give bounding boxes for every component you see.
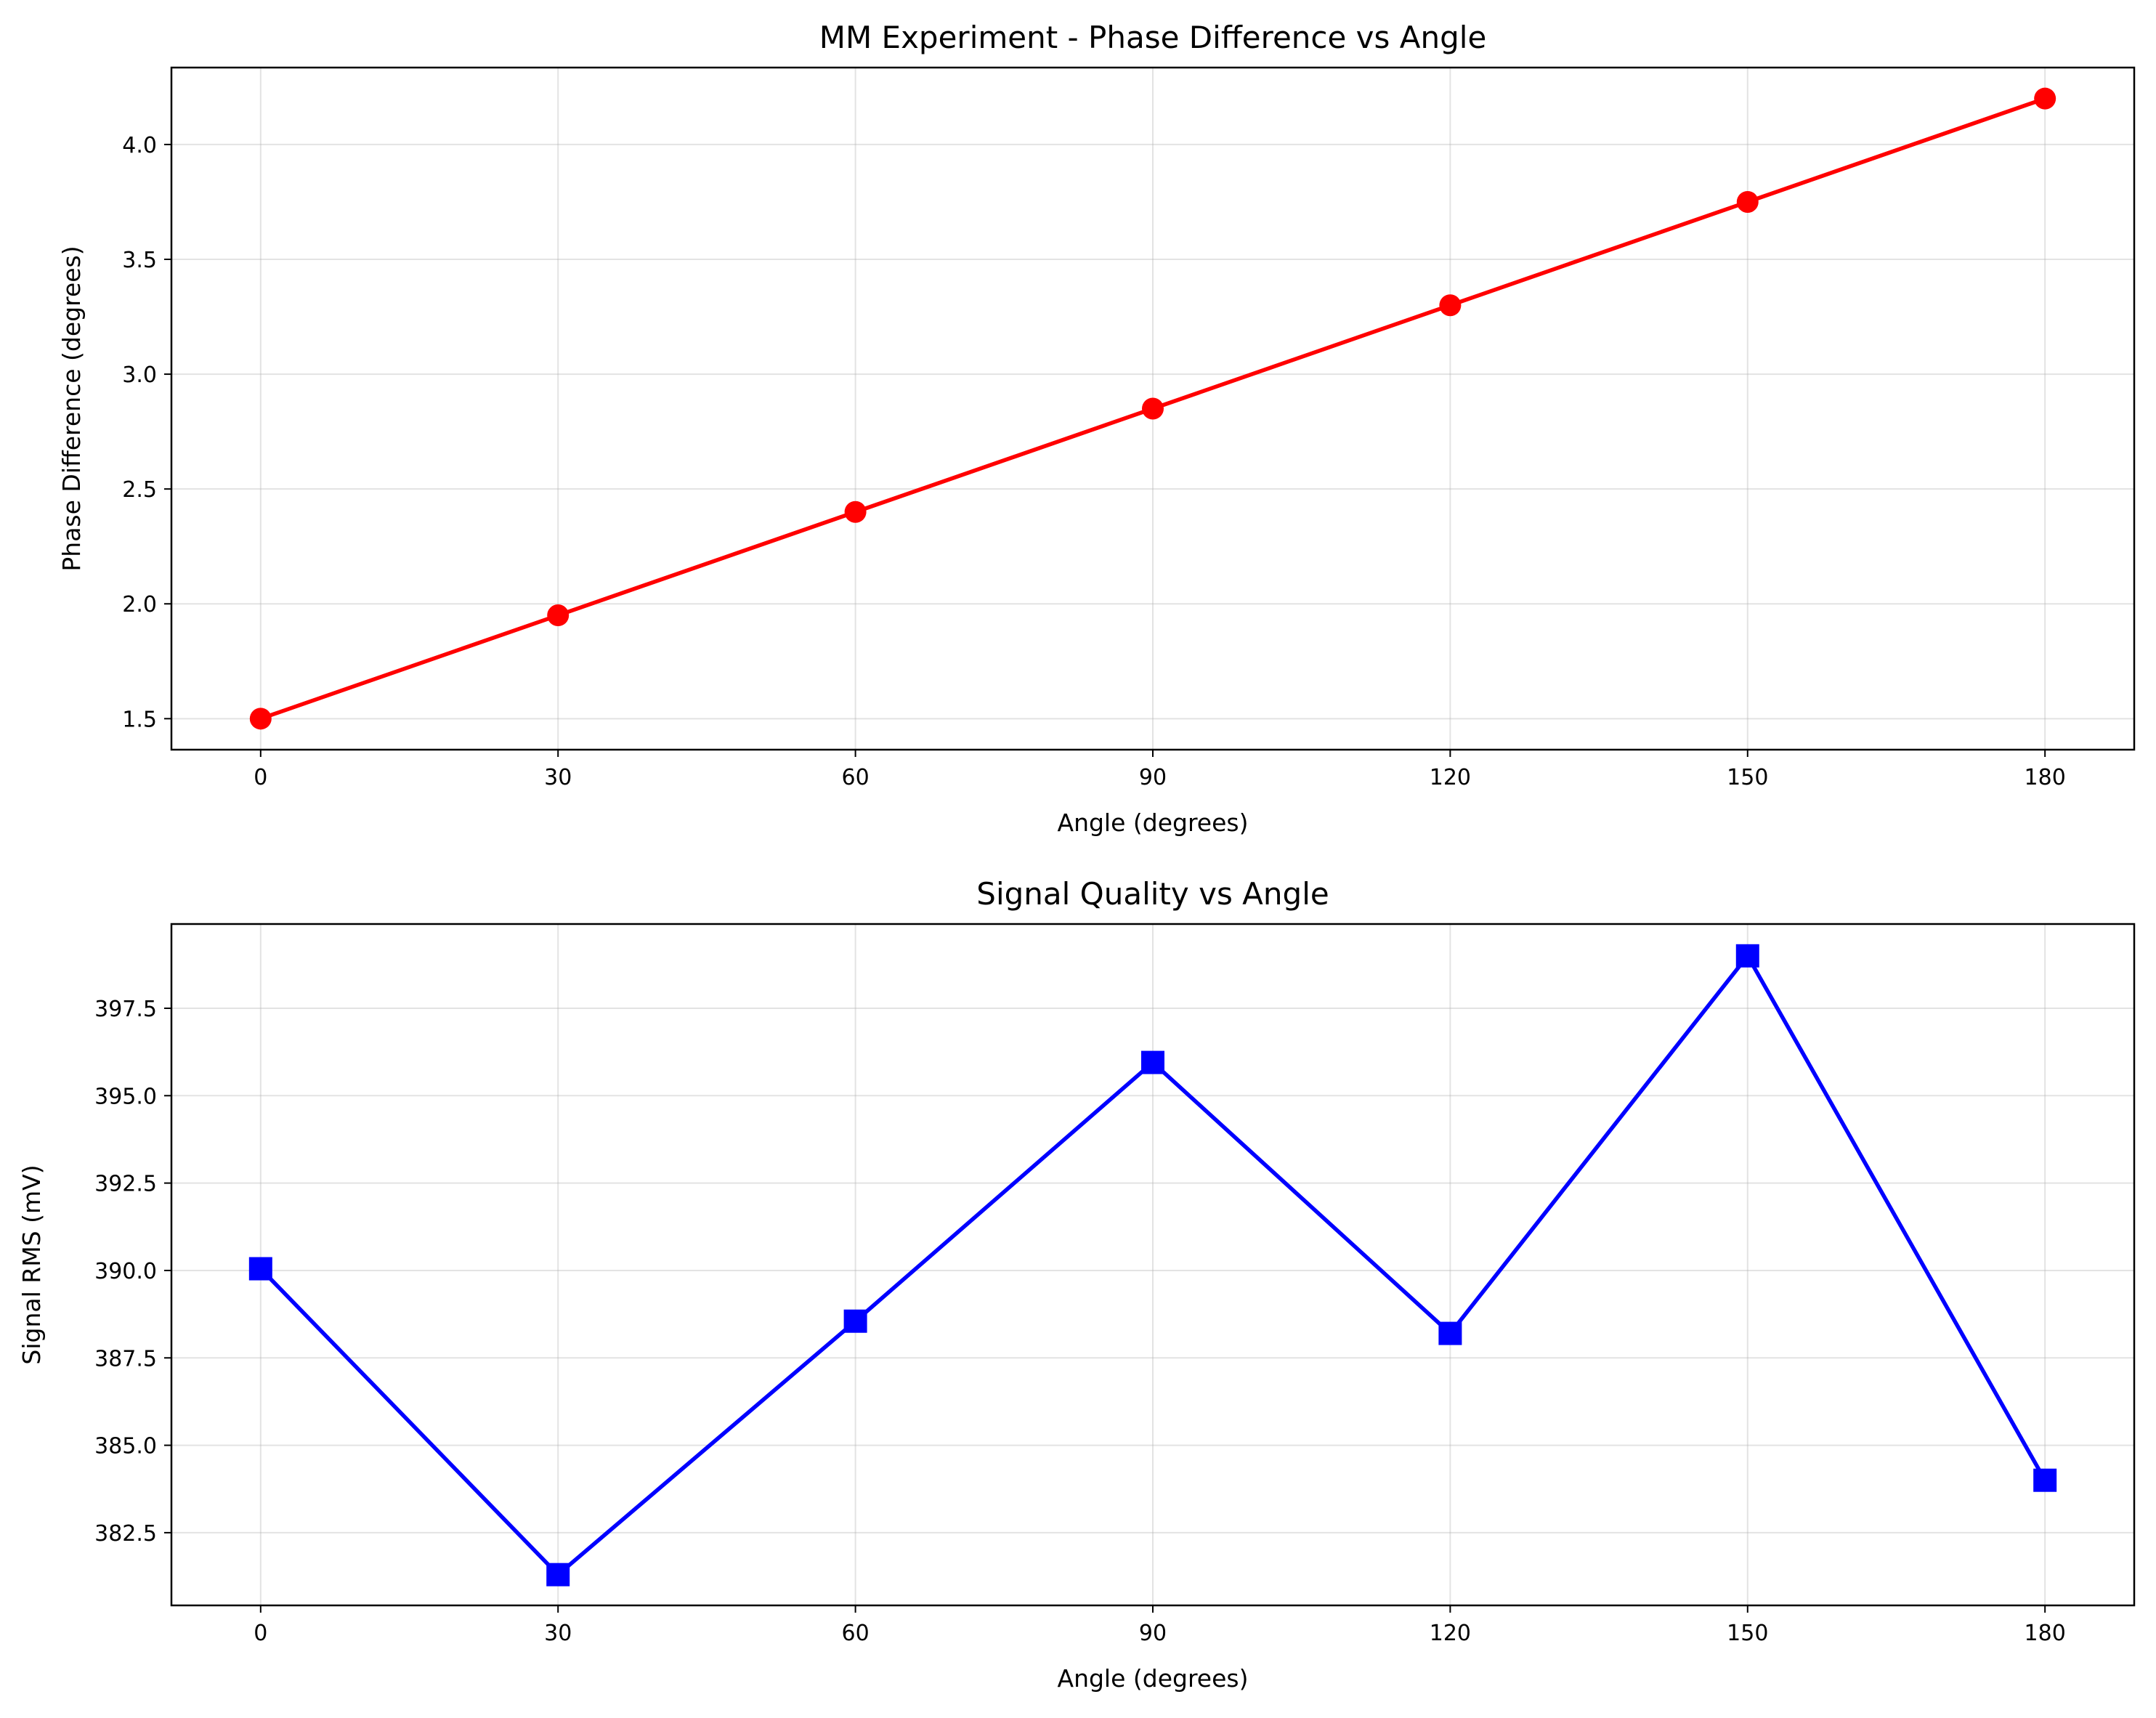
chart-title: Signal Quality vs Angle (976, 876, 1329, 912)
x-axis-label: Angle (degrees) (1058, 1664, 1249, 1693)
phase-difference-chart: 0 30 60 90 120 150 180 1.5 2.0 2.5 3.0 3.5 4.0 MM E… (57, 20, 2136, 837)
y-tick-label: 1.5 (122, 707, 157, 732)
x-tick-label: 90 (1139, 765, 1167, 790)
chart-title: MM Experiment - Phase Difference vs Angl… (819, 20, 1487, 55)
y-tick-label: 2.5 (122, 477, 157, 503)
data-point (547, 604, 570, 627)
x-tick-label: 90 (1139, 1621, 1167, 1646)
phase-difference-markers (249, 87, 2056, 730)
x-tick-label: 180 (2025, 765, 2066, 790)
y-axis-ticks: 382.5 385.0 387.5 390.0 392.5 395.0 397.5 (94, 997, 171, 1547)
data-point (1438, 1321, 1462, 1345)
y-axis-label: Signal RMS (mV) (17, 1164, 46, 1364)
data-point (2034, 87, 2056, 110)
grid-lines (171, 924, 2134, 1605)
x-tick-label: 180 (2025, 1621, 2066, 1646)
x-tick-label: 150 (1727, 765, 1768, 790)
data-point (1439, 294, 1462, 317)
x-tick-label: 60 (842, 765, 870, 790)
y-tick-label: 3.0 (122, 362, 157, 388)
data-point (844, 501, 867, 523)
data-point (1141, 1050, 1164, 1074)
x-axis-ticks: 0 30 60 90 120 150 180 (254, 1605, 2066, 1646)
data-point (546, 1563, 570, 1587)
data-point (1142, 397, 1164, 420)
y-tick-label: 382.5 (94, 1521, 157, 1547)
x-tick-label: 0 (254, 1621, 267, 1646)
y-tick-label: 4.0 (122, 133, 157, 158)
y-tick-label: 397.5 (94, 997, 157, 1022)
x-tick-label: 120 (1430, 765, 1471, 790)
y-tick-label: 385.0 (94, 1434, 157, 1459)
y-tick-label: 387.5 (94, 1346, 157, 1371)
data-point (1735, 944, 1759, 968)
data-point (1736, 190, 1759, 213)
data-point (248, 1257, 272, 1281)
signal-rms-markers (248, 944, 2057, 1587)
x-tick-label: 150 (1727, 1621, 1768, 1646)
y-tick-label: 390.0 (94, 1259, 157, 1284)
y-tick-label: 3.5 (122, 248, 157, 273)
x-tick-label: 30 (544, 765, 572, 790)
y-axis-label: Phase Difference (degrees) (57, 246, 86, 571)
x-tick-label: 60 (842, 1621, 870, 1646)
data-point (843, 1309, 867, 1333)
y-tick-label: 392.5 (94, 1172, 157, 1197)
y-tick-label: 2.0 (122, 592, 157, 617)
data-point (249, 708, 272, 730)
data-point (2033, 1468, 2057, 1492)
x-axis-ticks: 0 30 60 90 120 150 180 (254, 750, 2066, 790)
grid-lines (171, 68, 2134, 750)
x-axis-label: Angle (degrees) (1058, 809, 1249, 837)
y-tick-label: 395.0 (94, 1084, 157, 1109)
x-tick-label: 30 (544, 1621, 572, 1646)
x-tick-label: 0 (254, 765, 267, 790)
x-tick-label: 120 (1430, 1621, 1471, 1646)
signal-quality-chart: 0 30 60 90 120 150 180 382.5 385.0 387.5 390.0 392… (17, 876, 2136, 1693)
y-axis-ticks: 1.5 2.0 2.5 3.0 3.5 4.0 (122, 133, 171, 732)
